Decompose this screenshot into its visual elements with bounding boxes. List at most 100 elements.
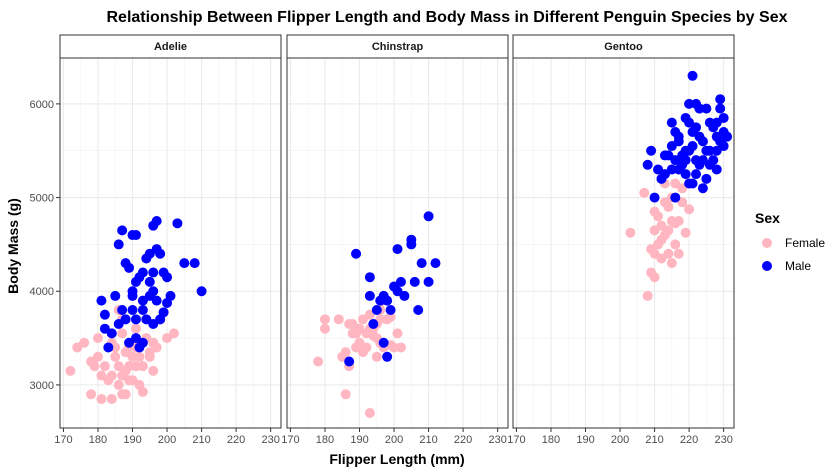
x-tick-label: 210 <box>192 434 210 446</box>
data-point-adelie-female <box>96 393 107 404</box>
data-point-gentoo-male <box>684 98 695 109</box>
facet-panels: Adelie 170 180 190 200 210 220 230 3000 4000 5000 6… <box>30 34 735 446</box>
data-point-adelie-male <box>165 290 176 301</box>
data-point-adelie-male <box>127 304 138 315</box>
data-point-chinstrap-male <box>382 295 393 306</box>
data-point-adelie-female <box>113 379 124 390</box>
data-point-chinstrap-female <box>319 323 330 334</box>
data-point-adelie-male <box>130 230 141 241</box>
strip-label-gentoo: Gentoo <box>604 41 643 53</box>
data-point-adelie-male <box>179 258 190 269</box>
data-point-gentoo-female <box>684 204 695 215</box>
data-point-adelie-female <box>92 351 103 362</box>
data-point-gentoo-male <box>697 136 708 147</box>
data-point-adelie-male <box>148 286 159 297</box>
data-point-gentoo-male <box>691 98 702 109</box>
data-point-gentoo-male <box>718 141 729 152</box>
x-tick-label: 190 <box>350 434 368 446</box>
data-point-adelie-female <box>137 361 148 372</box>
data-point-chinstrap-male <box>371 304 382 315</box>
x-tick-label: 190 <box>576 434 594 446</box>
strip-label-chinstrap: Chinstrap <box>372 41 424 53</box>
data-point-gentoo-male <box>659 150 670 161</box>
data-point-adelie-male <box>99 309 110 320</box>
data-point-gentoo-female <box>670 239 681 250</box>
data-point-gentoo-male <box>656 173 667 184</box>
y-axis-title: Body Mass (g) <box>5 198 21 294</box>
data-point-adelie-female <box>130 361 141 372</box>
data-point-gentoo-male <box>701 103 712 114</box>
panel-border-chinstrap <box>286 57 509 429</box>
data-point-gentoo-female <box>653 211 664 222</box>
data-point-chinstrap-female <box>340 347 351 358</box>
x-tick-label: 180 <box>89 434 107 446</box>
data-point-adelie-female <box>137 386 148 397</box>
data-point-adelie-male <box>96 295 107 306</box>
data-point-chinstrap-male <box>395 276 406 287</box>
data-point-adelie-female <box>130 323 141 334</box>
data-point-adelie-male <box>127 290 138 301</box>
strip-label-adelie: Adelie <box>154 41 187 53</box>
data-point-adelie-female <box>144 351 155 362</box>
data-point-adelie-male <box>196 286 207 297</box>
data-point-adelie-female <box>89 361 100 372</box>
data-point-gentoo-female <box>663 225 674 236</box>
x-tick-label: 220 <box>454 434 472 446</box>
data-point-chinstrap-male <box>364 272 375 283</box>
x-tick-label: 210 <box>645 434 663 446</box>
data-point-gentoo-male <box>718 112 729 123</box>
legend-female-marker <box>762 238 772 248</box>
data-point-adelie-female <box>79 337 90 348</box>
data-point-adelie-male <box>151 215 162 226</box>
data-point-adelie-male <box>103 342 114 353</box>
data-point-chinstrap-male <box>344 356 355 367</box>
data-point-chinstrap-male <box>382 351 393 362</box>
data-point-adelie-male <box>106 328 117 339</box>
data-point-adelie-male <box>110 290 121 301</box>
x-tick-label: 180 <box>316 434 334 446</box>
data-point-chinstrap-male <box>392 244 403 255</box>
data-point-adelie-male <box>162 272 173 283</box>
data-point-adelie-male <box>120 314 131 325</box>
data-point-gentoo-male <box>715 94 726 105</box>
data-point-chinstrap-female <box>333 314 344 325</box>
data-point-adelie-female <box>151 342 162 353</box>
x-tick-label: 220 <box>680 434 698 446</box>
data-point-gentoo-male <box>666 164 677 175</box>
data-point-gentoo-female <box>673 215 684 226</box>
x-tick-label: 230 <box>714 434 732 446</box>
data-point-adelie-female <box>92 333 103 344</box>
data-point-adelie-female <box>110 351 121 362</box>
x-tick-label: 170 <box>281 434 299 446</box>
data-point-adelie-male <box>117 225 128 236</box>
data-point-gentoo-male <box>670 192 681 203</box>
data-point-adelie-female <box>65 365 76 376</box>
data-point-gentoo-male <box>708 122 719 133</box>
data-point-chinstrap-male <box>368 319 379 330</box>
y-tick-label: 4000 <box>30 286 54 298</box>
data-point-adelie-male <box>144 276 155 287</box>
data-point-adelie-female <box>127 351 138 362</box>
data-point-gentoo-male <box>704 145 715 156</box>
data-point-chinstrap-male <box>430 258 441 269</box>
data-point-gentoo-male <box>687 70 698 81</box>
data-point-gentoo-female <box>663 201 674 212</box>
y-tick-label: 6000 <box>30 99 54 111</box>
data-point-adelie-male <box>130 314 141 325</box>
data-point-adelie-female <box>117 328 128 339</box>
x-tick-label: 190 <box>123 434 141 446</box>
data-point-adelie-male <box>158 307 169 318</box>
data-point-chinstrap-female <box>395 342 406 353</box>
data-point-gentoo-male <box>691 122 702 133</box>
data-point-gentoo-female <box>642 290 653 301</box>
data-point-adelie-male <box>189 258 200 269</box>
data-point-gentoo-male <box>694 159 705 170</box>
data-point-chinstrap-male <box>406 239 417 250</box>
legend-male-marker <box>762 261 772 271</box>
data-point-gentoo-female <box>673 248 684 259</box>
data-point-chinstrap-male <box>399 290 410 301</box>
x-tick-label: 180 <box>542 434 560 446</box>
panel-border-adelie <box>59 57 282 429</box>
data-point-adelie-female <box>134 351 145 362</box>
